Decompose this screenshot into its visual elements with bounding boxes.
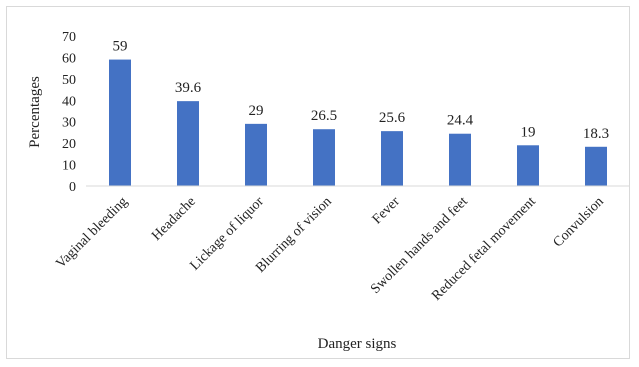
y-tick-label: 30 [62,116,76,131]
y-tick-label: 60 [62,51,76,66]
bar [313,129,335,186]
x-tick-label: Headache [149,194,199,244]
y-tick-label: 20 [62,137,76,152]
x-tick-label: Vaginal bleeding [53,194,130,271]
bar [381,131,403,186]
y-tick-label: 40 [62,94,76,109]
data-label: 24.4 [447,113,474,129]
data-label: 59 [113,39,128,55]
bar [585,146,607,186]
data-labels: 59 39.6 29 26.5 25.6 24.4 19 18.3 [113,39,610,142]
x-tick-label: Convulsion [551,194,607,250]
bar [109,59,131,187]
y-tick-label: 0 [69,180,76,195]
y-tick-label: 50 [62,73,76,88]
bars [109,59,607,187]
x-tick-label: Lickage of liquor [187,194,267,274]
data-label: 19 [521,124,536,140]
bar [517,145,539,186]
bar [245,123,267,186]
data-label: 18.3 [583,126,609,142]
x-axis-title: Danger signs [318,336,397,352]
y-axis-ticks: 0 10 20 30 40 50 60 70 [62,30,76,195]
data-label: 29 [249,103,264,119]
bar [449,133,471,186]
x-tick-label: Fever [370,194,403,227]
x-tick-label: Blurring of vision [253,194,335,276]
data-label: 39.6 [175,80,202,96]
bar [177,101,199,186]
y-tick-label: 10 [62,159,76,174]
y-tick-label: 70 [62,30,76,45]
data-label: 26.5 [311,108,337,124]
y-axis-title: Percentages [27,76,43,148]
data-label: 25.6 [379,110,406,126]
